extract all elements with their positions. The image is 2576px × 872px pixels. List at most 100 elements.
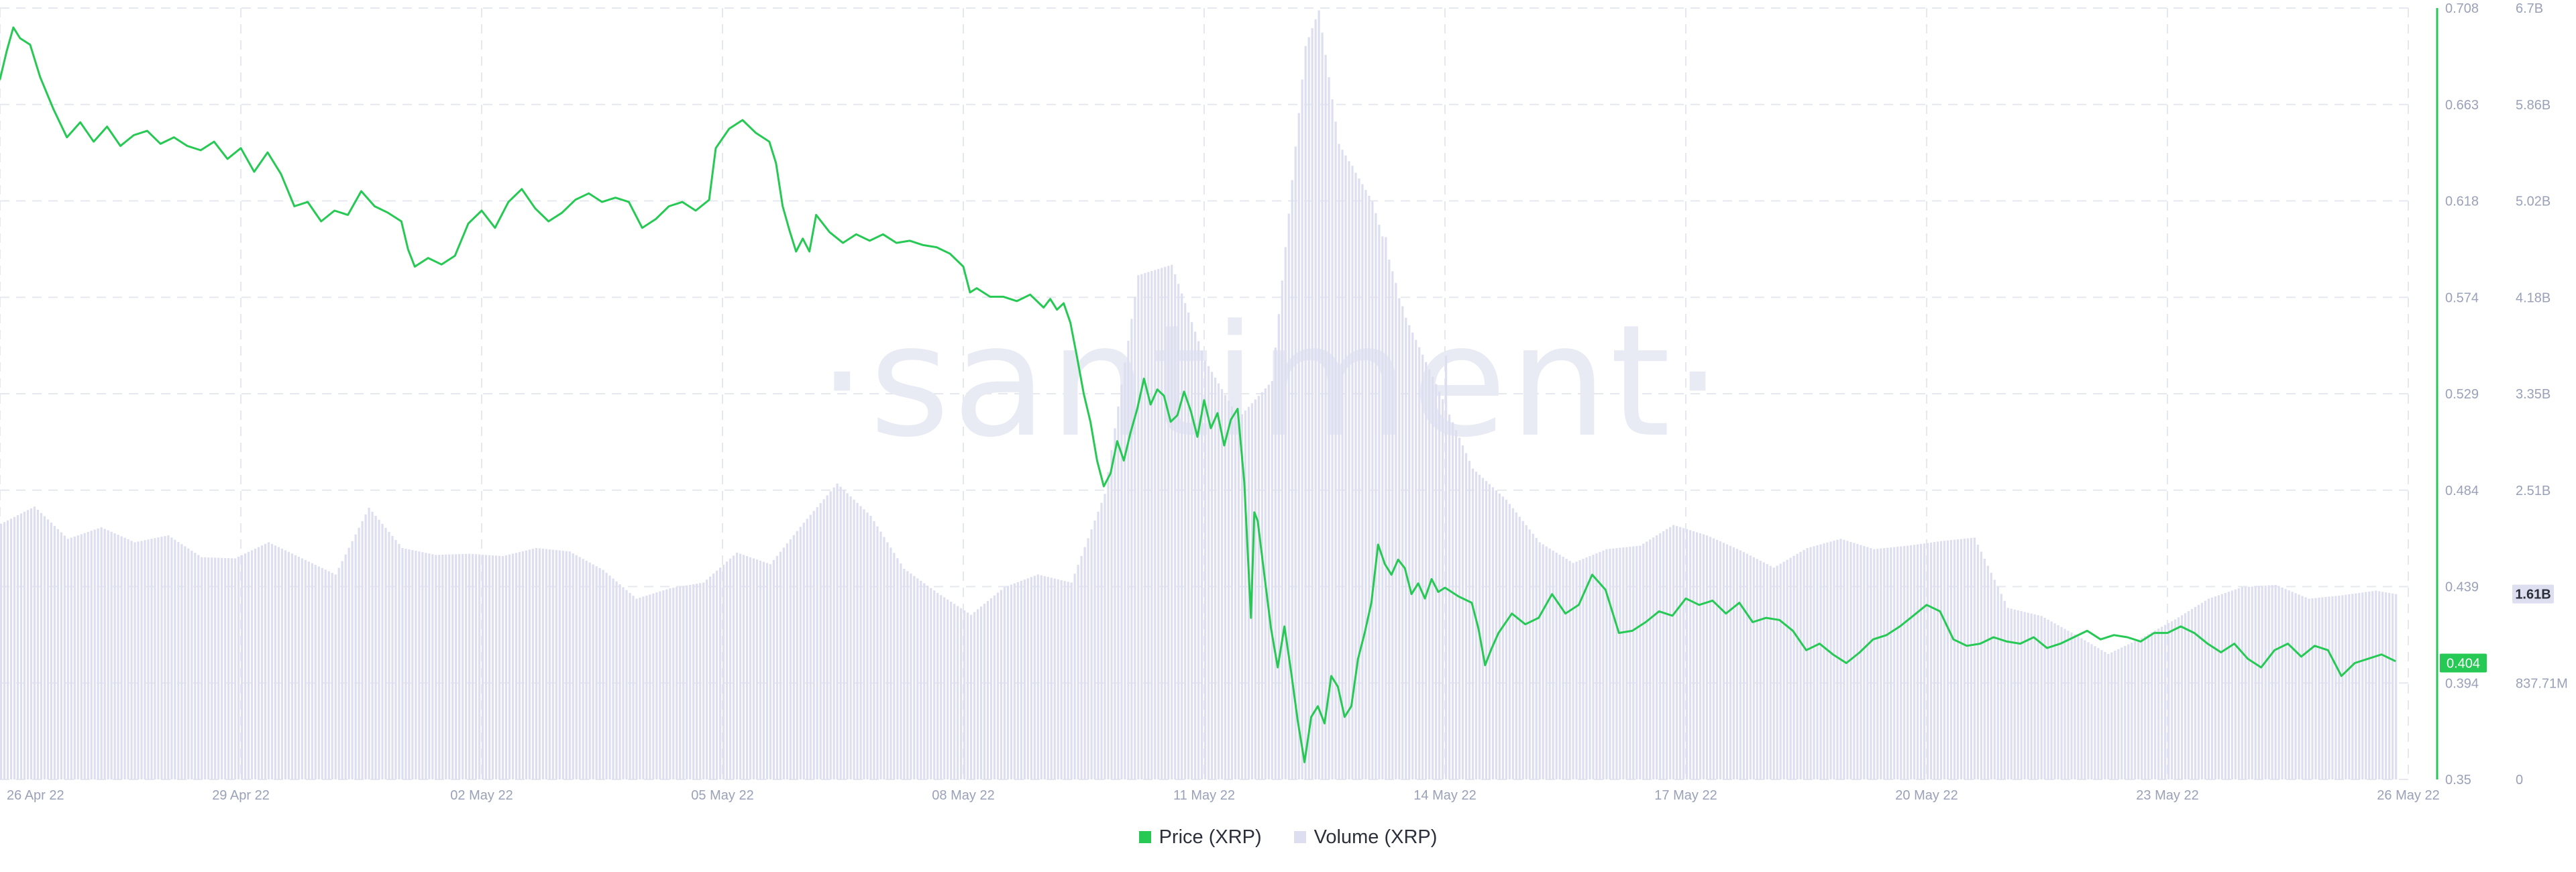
volume-bar	[719, 567, 722, 779]
volume-bar	[1642, 543, 1645, 779]
volume-bar	[910, 574, 912, 779]
volume-bar	[23, 511, 26, 779]
legend-item-price[interactable]: Price (XRP)	[1138, 826, 1262, 849]
volume-bar	[2090, 644, 2093, 779]
legend-label-volume: Volume (XRP)	[1313, 826, 1438, 848]
volume-bar	[1856, 543, 1859, 779]
volume-bar	[2100, 650, 2103, 779]
volume-bar	[943, 597, 946, 779]
volume-bar	[1752, 557, 1755, 779]
volume-bar	[1846, 541, 1849, 779]
volume-bar	[2365, 592, 2367, 779]
volume-bar	[9, 519, 13, 779]
legend-item-volume[interactable]: Volume (XRP)	[1293, 826, 1438, 849]
volume-bar	[508, 554, 511, 779]
volume-bar	[1572, 563, 1574, 779]
volume-bar	[1187, 312, 1190, 779]
volume-bar	[364, 514, 367, 779]
volume-bar	[933, 590, 936, 779]
volume-bar	[1478, 474, 1481, 779]
volume-bar	[2121, 647, 2123, 779]
volume-bar	[66, 539, 69, 779]
volume-bar	[2043, 618, 2046, 779]
volume-bar	[1240, 414, 1244, 779]
volume-bar	[792, 535, 795, 779]
volume-bar	[405, 549, 407, 779]
volume-bar	[979, 606, 983, 779]
volume-bar	[1053, 578, 1056, 779]
volume-bar	[863, 509, 865, 779]
volume-bar	[211, 557, 213, 779]
volume-bar	[2237, 588, 2240, 779]
volume-bar	[923, 583, 926, 779]
volume-bar	[1287, 213, 1290, 779]
volume-bar	[1695, 532, 1699, 779]
volume-bar	[498, 555, 501, 779]
volume-bar	[341, 561, 343, 779]
volume-bar	[267, 542, 270, 779]
price-tick-label: 0.35	[2445, 773, 2471, 787]
volume-bar	[1525, 525, 1527, 779]
volume-bar	[779, 551, 782, 779]
volume-bar	[1970, 538, 1973, 779]
volume-bar	[1130, 319, 1133, 779]
volume-bar	[578, 557, 581, 779]
volume-bar	[1083, 547, 1086, 779]
volume-tick-label: 5.02B	[2516, 195, 2551, 209]
volume-bar	[2324, 596, 2327, 779]
volume-bar	[154, 538, 156, 779]
volume-bar	[1464, 453, 1468, 779]
volume-bar	[1368, 195, 1371, 779]
volume-bar	[2080, 638, 2083, 779]
price-axis: 0.708 0.663 0.618 0.574 0.529 0.484 0.439 0.394…	[2445, 1, 2479, 787]
volume-bar	[2161, 626, 2163, 779]
volume-bar	[2231, 590, 2233, 779]
x-tick-label: 26 May 22	[2377, 788, 2439, 803]
volume-bar	[1963, 539, 1966, 779]
volume-bar	[1405, 317, 1407, 779]
volume-tick-label: 5.86B	[2516, 98, 2551, 113]
volume-bar	[1227, 400, 1230, 779]
volume-bar	[1354, 172, 1357, 779]
volume-bar	[722, 564, 725, 779]
volume-bar	[716, 570, 718, 779]
volume-bar	[2321, 597, 2324, 779]
x-tick-label: 17 May 22	[1654, 788, 1717, 803]
volume-bar	[244, 553, 247, 779]
volume-bar	[749, 557, 752, 779]
volume-bar	[408, 549, 411, 779]
volume-bar	[1495, 490, 1497, 779]
volume-bar	[2087, 642, 2090, 779]
volume-bar	[1609, 549, 1611, 779]
volume-bar	[735, 552, 739, 779]
volume-bar	[484, 555, 488, 779]
volume-bar	[1917, 544, 1919, 779]
volume-bar	[1789, 557, 1792, 779]
volume-bar	[1050, 578, 1053, 779]
volume-bar	[1853, 543, 1856, 779]
volume-bar	[2241, 587, 2243, 779]
volume-bar	[1191, 322, 1193, 780]
volume-bar	[2060, 626, 2063, 779]
volume-bar	[87, 531, 89, 779]
volume-bar	[53, 526, 56, 779]
volume-bar	[180, 544, 183, 779]
volume-bar	[127, 539, 129, 779]
volume-bar	[1759, 560, 1762, 779]
volume-bar	[1860, 545, 1862, 779]
volume-bar	[1976, 545, 1979, 779]
volume-bar	[836, 483, 839, 779]
volume-bar	[635, 598, 638, 779]
volume-bar	[1505, 499, 1507, 779]
x-tick-label: 20 May 22	[1895, 788, 1957, 803]
volume-bar	[472, 553, 474, 779]
volume-bar	[1398, 298, 1401, 779]
volume-bar	[144, 540, 146, 779]
volume-bar	[1501, 496, 1504, 779]
volume-bar	[378, 519, 380, 779]
volume-bar	[294, 555, 297, 779]
volume-bar	[1575, 561, 1578, 779]
volume-bar	[2131, 643, 2133, 779]
volume-bar	[2117, 649, 2120, 779]
volume-bar	[1659, 533, 1662, 779]
